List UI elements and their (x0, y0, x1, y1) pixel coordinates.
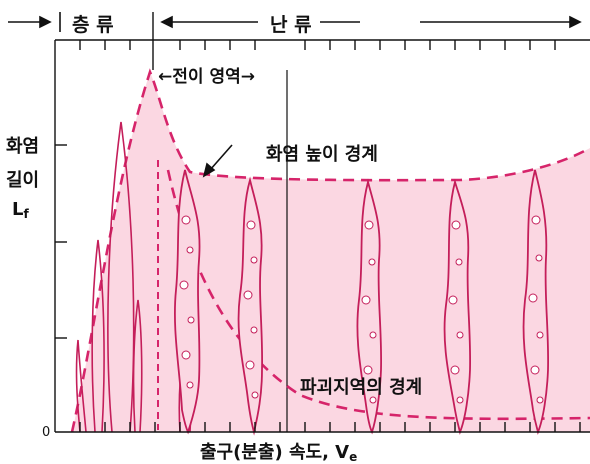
axes (54, 39, 590, 433)
flame-height-pointer (202, 144, 233, 178)
turbulent-label: 난 류 (270, 14, 312, 36)
y-axis-label-line2: 길이 (6, 170, 40, 191)
x-axis-label: 출구(분출) 속도, Ve (200, 442, 358, 464)
laminar-flames (75, 121, 143, 433)
transition-region-label: ←전이 영역→ (158, 67, 255, 87)
header-arrows (8, 12, 582, 32)
flame-height-boundary-label: 화염 높이 경계 (266, 144, 378, 165)
origin-label: 0 (42, 425, 51, 440)
y-axis-label-line1: 화염 (6, 136, 40, 157)
y-axis-symbol: Lf (12, 199, 29, 221)
laminar-label: 층 류 (72, 14, 114, 36)
ticks (55, 40, 581, 432)
breakup-boundary-label: 파괴지역의 경계 (300, 377, 423, 398)
flame-height-boundary-line (70, 68, 590, 433)
turbulent-texture (179, 215, 544, 404)
